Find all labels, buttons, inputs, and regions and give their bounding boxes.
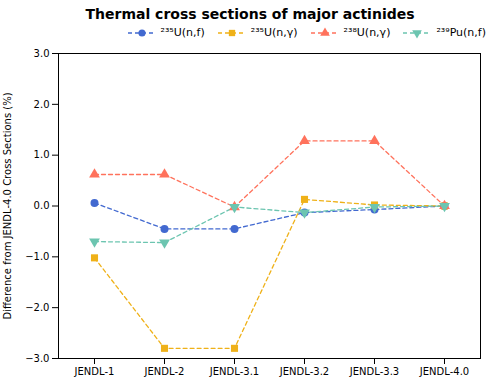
svg-text:JENDL-2: JENDL-2 bbox=[144, 366, 185, 377]
svg-text:JENDL-3.3: JENDL-3.3 bbox=[349, 366, 399, 377]
svg-text:2.0: 2.0 bbox=[34, 99, 50, 110]
html-text:²³⁸U(n,γ): ²³⁸U(n,γ) bbox=[343, 26, 391, 39]
svg-text:Difference from JENDL-4.0 Cros: Difference from JENDL-4.0 Cross Sections… bbox=[2, 92, 13, 319]
svg-text:JENDL-3.2: JENDL-3.2 bbox=[279, 366, 329, 377]
svg-text:JENDL-1: JENDL-1 bbox=[74, 366, 115, 377]
svg-text:−2.0: −2.0 bbox=[25, 302, 49, 313]
svg-text:−3.0: −3.0 bbox=[25, 353, 49, 364]
svg-text:JENDL-4.0: JENDL-4.0 bbox=[419, 366, 469, 377]
svg-text:1.0: 1.0 bbox=[34, 149, 50, 160]
html-text:²³⁵U(n,γ): ²³⁵U(n,γ) bbox=[250, 26, 298, 39]
svg-text:−1.0: −1.0 bbox=[25, 251, 49, 262]
html-text:²³⁹Pu(n,f): ²³⁹Pu(n,f) bbox=[436, 26, 486, 39]
html-text:Thermal cross sections of majo: Thermal cross sections of major actinide… bbox=[85, 6, 415, 22]
svg-text:3.0: 3.0 bbox=[34, 48, 50, 59]
svg-text:0.0: 0.0 bbox=[34, 200, 50, 211]
svg-text:JENDL-3.1: JENDL-3.1 bbox=[209, 366, 259, 377]
html-text:²³⁵U(n,f): ²³⁵U(n,f) bbox=[160, 26, 205, 39]
